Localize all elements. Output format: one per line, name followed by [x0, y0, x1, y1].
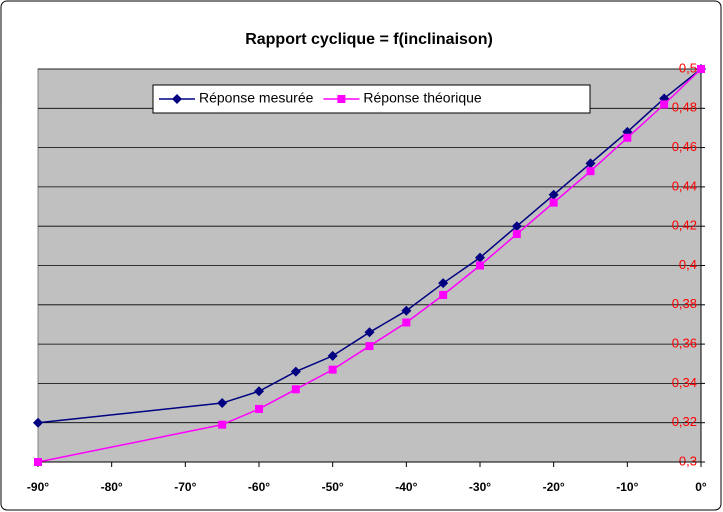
chart-title: Rapport cyclique = f(inclinaison): [245, 31, 493, 48]
marker: [218, 420, 227, 429]
legend-label: Réponse théorique: [363, 90, 482, 106]
y-tick-label: 0,44: [672, 178, 697, 193]
marker: [512, 230, 521, 239]
marker: [254, 386, 264, 397]
marker: [365, 342, 374, 351]
marker: [364, 327, 375, 338]
marker: [585, 158, 596, 169]
y-tick-label: 0,34: [672, 375, 697, 390]
x-tick-label: -20°: [543, 480, 565, 494]
marker: [586, 167, 595, 176]
marker: [511, 221, 522, 232]
y-tick-label: 0,3: [679, 453, 697, 468]
x-tick-label: -50°: [322, 480, 344, 494]
y-tick-label: 0,4: [679, 257, 697, 272]
y-tick-label: 0,32: [672, 414, 697, 429]
marker: [548, 189, 559, 200]
marker: [438, 278, 449, 289]
marker: [217, 398, 228, 409]
x-tick-label: -30°: [469, 480, 491, 494]
x-tick-label: -80°: [101, 480, 123, 494]
legend-box: [152, 84, 591, 114]
marker: [33, 417, 43, 428]
marker: [337, 95, 346, 103]
y-tick-label: 0,42: [672, 218, 697, 233]
marker: [623, 133, 632, 142]
marker: [172, 94, 182, 104]
marker: [439, 290, 448, 299]
marker: [327, 350, 338, 361]
marker: [328, 365, 337, 374]
y-tick-label: 0,48: [672, 100, 697, 115]
y-tick-label: 0,36: [672, 336, 697, 351]
marker: [476, 261, 484, 270]
marker: [290, 366, 301, 377]
marker: [401, 305, 412, 316]
marker: [34, 458, 42, 466]
y-tick-label: 0,5: [679, 60, 697, 75]
marker: [697, 65, 705, 73]
x-tick-label: -40°: [395, 480, 417, 494]
marker: [549, 198, 558, 207]
x-tick-label: -90°: [27, 480, 49, 494]
legend-label: Réponse mesurée: [199, 90, 314, 106]
y-tick-label: 0,38: [672, 296, 697, 311]
x-tick-label: 0°: [695, 480, 707, 494]
marker: [291, 385, 300, 394]
y-tick-label: 0,46: [672, 139, 697, 154]
x-tick-label: -10°: [616, 480, 638, 494]
marker: [660, 100, 669, 109]
marker: [255, 404, 263, 413]
x-tick-label: -60°: [248, 480, 270, 494]
marker: [402, 318, 411, 327]
legend: Réponse mesurée Réponse théorique: [152, 84, 591, 114]
marker: [475, 252, 485, 263]
x-tick-label: -70°: [174, 480, 196, 494]
